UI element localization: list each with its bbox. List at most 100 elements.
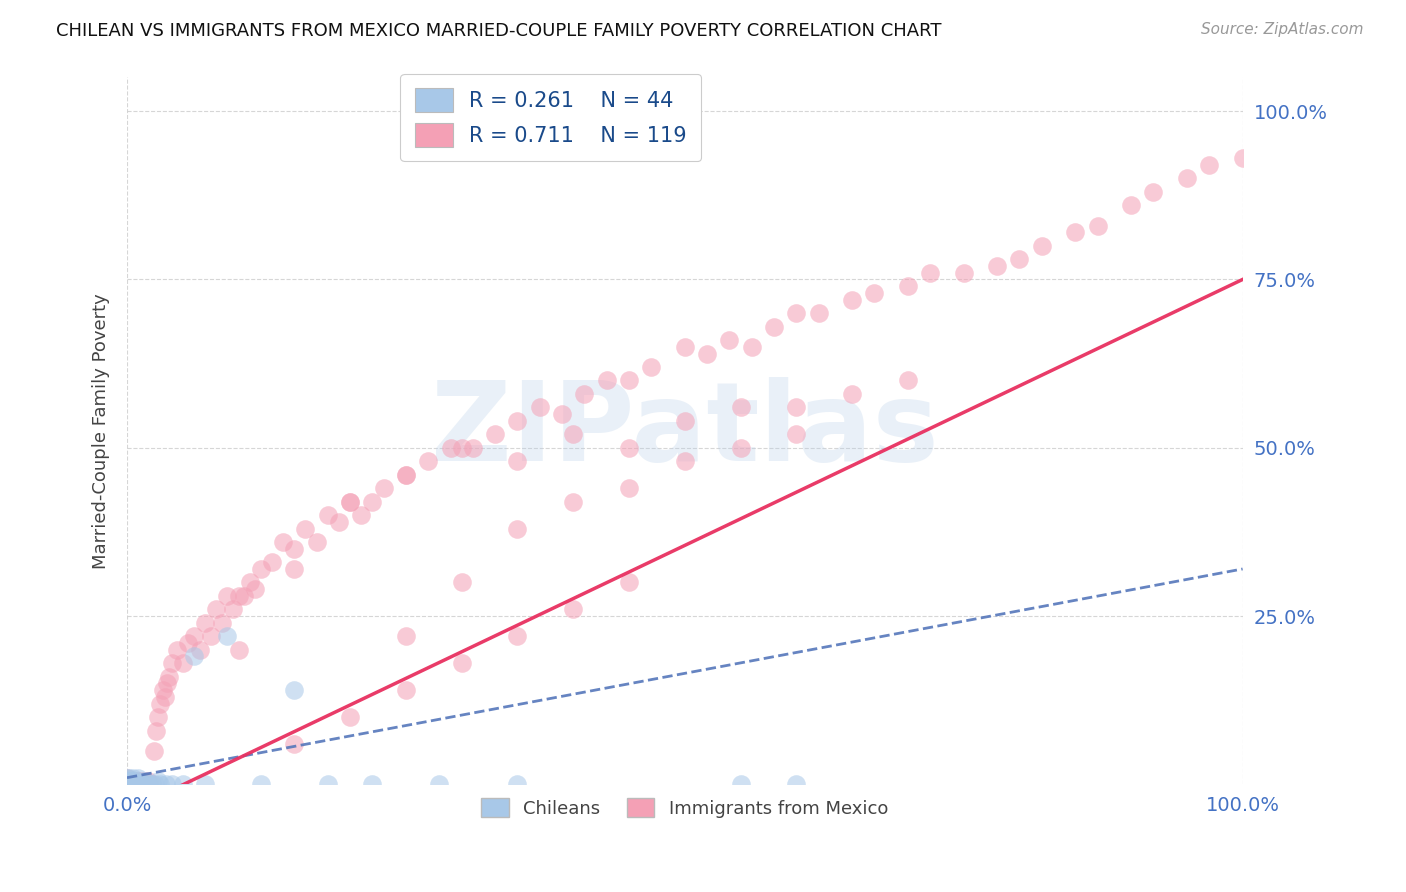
Point: [395, 683, 418, 698]
Point: [1008, 252, 1031, 267]
Point: [120, 774, 142, 789]
Point: [138, 777, 160, 791]
Point: [115, 771, 138, 785]
Point: [1064, 225, 1087, 239]
Point: [136, 777, 159, 791]
Point: [617, 441, 640, 455]
Point: [350, 508, 373, 522]
Point: [1119, 198, 1142, 212]
Point: [673, 414, 696, 428]
Point: [115, 774, 138, 789]
Point: [152, 683, 174, 698]
Point: [673, 454, 696, 468]
Point: [121, 777, 143, 791]
Point: [841, 387, 863, 401]
Point: [450, 575, 472, 590]
Point: [132, 777, 155, 791]
Point: [730, 777, 752, 791]
Point: [696, 346, 718, 360]
Point: [730, 401, 752, 415]
Point: [211, 615, 233, 630]
Point: [136, 774, 159, 789]
Point: [141, 777, 163, 791]
Point: [124, 774, 146, 789]
Point: [120, 777, 142, 791]
Point: [841, 293, 863, 307]
Point: [1031, 239, 1053, 253]
Text: Source: ZipAtlas.com: Source: ZipAtlas.com: [1201, 22, 1364, 37]
Point: [145, 723, 167, 738]
Point: [450, 657, 472, 671]
Point: [134, 774, 156, 789]
Point: [166, 642, 188, 657]
Point: [160, 657, 183, 671]
Point: [118, 771, 141, 785]
Point: [461, 441, 484, 455]
Point: [129, 777, 152, 791]
Point: [283, 541, 305, 556]
Point: [596, 373, 619, 387]
Point: [118, 777, 141, 791]
Point: [339, 710, 361, 724]
Point: [125, 777, 148, 791]
Point: [125, 777, 148, 791]
Point: [897, 373, 920, 387]
Point: [194, 777, 217, 791]
Point: [439, 441, 461, 455]
Point: [155, 777, 177, 791]
Point: [148, 774, 170, 789]
Point: [316, 777, 339, 791]
Point: [239, 575, 262, 590]
Text: ZIPatlas: ZIPatlas: [430, 377, 939, 484]
Point: [127, 774, 149, 789]
Point: [127, 771, 149, 785]
Point: [183, 649, 205, 664]
Point: [395, 629, 418, 643]
Point: [1232, 151, 1254, 165]
Point: [1198, 158, 1220, 172]
Point: [730, 441, 752, 455]
Point: [250, 777, 273, 791]
Point: [305, 535, 328, 549]
Point: [143, 777, 166, 791]
Point: [952, 266, 974, 280]
Point: [785, 427, 807, 442]
Point: [141, 777, 163, 791]
Point: [271, 535, 294, 549]
Point: [115, 777, 138, 791]
Point: [294, 522, 316, 536]
Legend: Chileans, Immigrants from Mexico: Chileans, Immigrants from Mexico: [474, 791, 896, 825]
Point: [506, 414, 529, 428]
Point: [506, 522, 529, 536]
Point: [617, 373, 640, 387]
Point: [283, 737, 305, 751]
Point: [897, 279, 920, 293]
Point: [785, 777, 807, 791]
Point: [172, 777, 194, 791]
Point: [148, 710, 170, 724]
Point: [741, 340, 763, 354]
Point: [986, 259, 1008, 273]
Point: [132, 777, 155, 791]
Point: [283, 683, 305, 698]
Point: [157, 670, 180, 684]
Point: [1142, 185, 1164, 199]
Point: [785, 401, 807, 415]
Point: [361, 494, 384, 508]
Point: [617, 481, 640, 495]
Point: [562, 494, 585, 508]
Point: [160, 777, 183, 791]
Point: [233, 589, 256, 603]
Point: [131, 777, 153, 791]
Text: CHILEAN VS IMMIGRANTS FROM MEXICO MARRIED-COUPLE FAMILY POVERTY CORRELATION CHAR: CHILEAN VS IMMIGRANTS FROM MEXICO MARRIE…: [56, 22, 942, 40]
Point: [122, 774, 145, 789]
Point: [1175, 171, 1198, 186]
Point: [131, 774, 153, 789]
Point: [194, 615, 217, 630]
Point: [121, 777, 143, 791]
Point: [125, 777, 148, 791]
Point: [122, 777, 145, 791]
Point: [125, 774, 148, 789]
Point: [120, 777, 142, 791]
Point: [149, 777, 172, 791]
